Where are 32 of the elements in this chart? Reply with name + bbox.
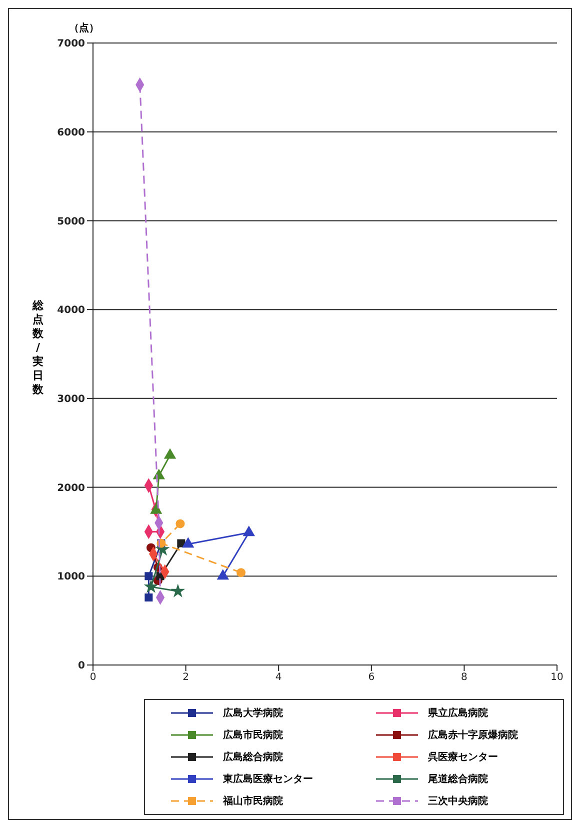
x-tick-label: 4 (275, 672, 282, 684)
point (236, 568, 246, 578)
x-tick-label: 0 (90, 672, 96, 684)
text: （点） (69, 22, 99, 35)
y-tick-label: 7000 (57, 38, 86, 50)
y-tick-label: 6000 (57, 127, 86, 138)
y-tick-label: 1000 (57, 572, 86, 583)
y-tick-label: 5000 (57, 216, 86, 228)
y-tick-label: 0 (78, 660, 86, 672)
x-tick-label: 6 (368, 672, 375, 684)
x-tick-label: 8 (461, 672, 468, 684)
legend-label: 福山市民病院 (223, 794, 283, 808)
point (144, 572, 153, 580)
legend-label: 広島市民病院 (223, 728, 283, 742)
legend-label: 尾道総合病院 (428, 772, 488, 786)
legend-label: 広島総合病院 (223, 750, 283, 764)
x-tick-label: 2 (182, 672, 189, 684)
legend-label: 広島赤十字原爆病院 (428, 728, 518, 742)
legend-label: 県立広島病院 (428, 706, 488, 720)
y-tick-label: 2000 (57, 482, 86, 494)
legend-label: 広島大学病院 (223, 706, 283, 720)
y-axis-title: 総点数/実日数 (31, 299, 44, 397)
point (144, 579, 158, 593)
legend-label: 東広島医療センター (223, 772, 313, 786)
point (144, 593, 153, 602)
x-tick-label: 10 (550, 672, 564, 684)
point (176, 519, 185, 528)
legend-label: 呉医療センター (428, 750, 498, 764)
y-tick-label: 3000 (57, 394, 86, 405)
legend-label: 三次中央病院 (428, 794, 488, 808)
y-tick-label: 4000 (57, 305, 86, 316)
point (170, 584, 186, 598)
